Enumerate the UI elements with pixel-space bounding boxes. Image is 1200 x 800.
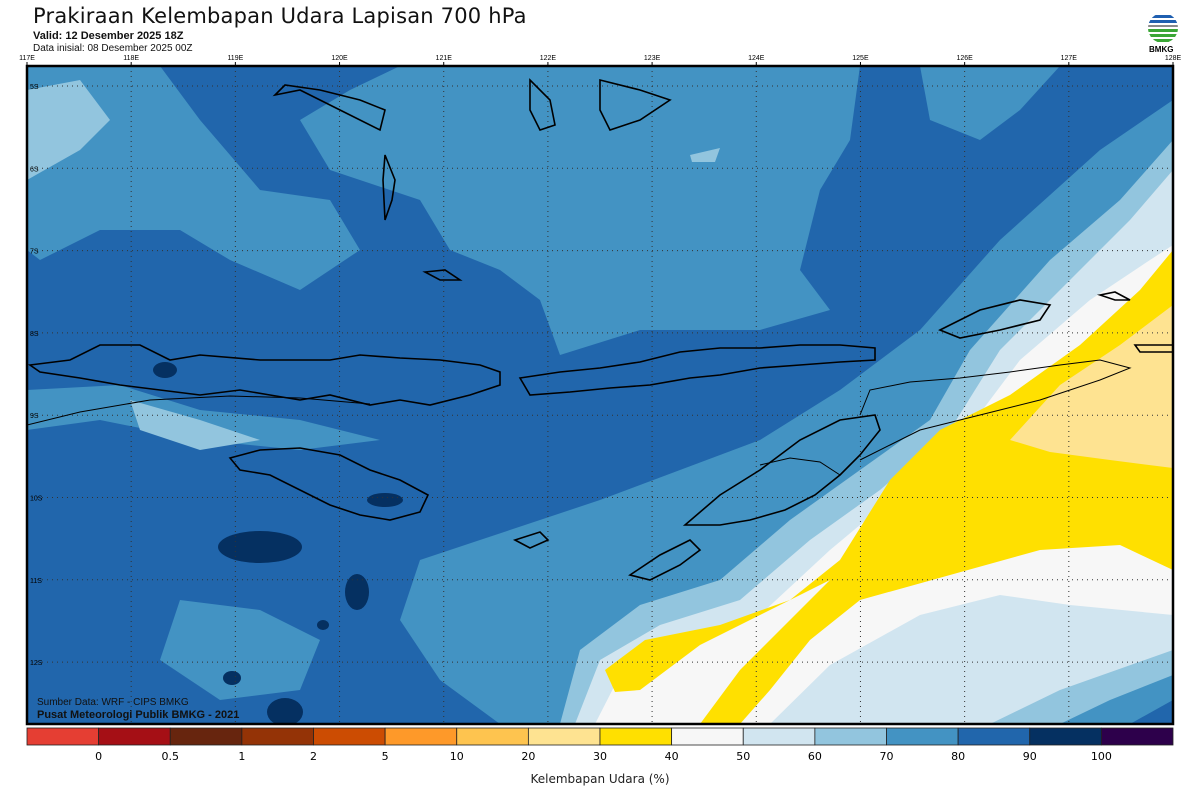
lon-label: 123E	[644, 55, 661, 62]
bmkg-logo-icon	[1148, 13, 1178, 42]
humidity-field	[27, 66, 1173, 724]
colorbar-swatch	[742, 727, 816, 746]
lon-label: 124E	[748, 55, 765, 62]
colorbar-label: 5	[382, 750, 389, 763]
valid-time: Valid: 12 Desember 2025 18Z	[33, 30, 184, 42]
colorbar-label: 30	[593, 750, 607, 763]
colorbar-swatch	[384, 727, 458, 746]
rh-70-80-lower-area	[1060, 675, 1173, 724]
lon-label: 117E	[19, 55, 35, 62]
colorbar-swatch	[98, 727, 171, 746]
map-title: Prakiraan Kelembapan Udara Lapisan 700 h…	[33, 4, 527, 28]
rh-30-40-area	[605, 250, 1173, 724]
colorbar-swatch	[527, 727, 601, 746]
lat-label: 10S	[30, 496, 43, 503]
latitude-labels: 5S 6S 7S 8S 9S 10S 11S 12S	[30, 84, 43, 667]
data-source-credit: Sumber Data: WRF - CIPS BMKG	[37, 697, 189, 708]
colorbar-swatch	[814, 727, 887, 746]
coastlines	[27, 78, 1173, 581]
colorbar-label: 1	[238, 750, 245, 763]
colorbar-label: 40	[665, 750, 679, 763]
colorbar-swatch	[671, 727, 744, 746]
rh-20-30-area	[1010, 305, 1173, 468]
logo-text: BMKG	[1149, 45, 1174, 54]
map-frame	[25, 64, 1175, 726]
colorbar-label: 2	[310, 750, 317, 763]
colorbar: 0 0.5 1 2 5 10 20 30 40 50 60 70 80 90 100	[26, 727, 1174, 763]
lon-label: 122E	[540, 55, 557, 62]
colorbar-swatch	[169, 727, 243, 746]
lat-label: 7S	[30, 249, 39, 256]
longitude-labels: 117E 118E 119E 120E 121E 122E 123E 124E 125E 126E…	[19, 55, 1181, 66]
colorbar-label: 0.5	[162, 750, 180, 763]
colorbar-title: Kelembapan Udara (%)	[530, 772, 670, 786]
lat-label: 11S	[30, 578, 42, 585]
lat-label: 8S	[30, 331, 39, 338]
colorbar-swatch	[241, 727, 314, 746]
colorbar-swatch	[456, 727, 529, 746]
lat-lon-grid	[27, 66, 1173, 724]
lon-label: 120E	[331, 55, 348, 62]
rh-80-90-lower-area	[1130, 700, 1173, 724]
lon-label: 126E	[956, 55, 973, 62]
colorbar-label: 60	[808, 750, 822, 763]
colorbar-label: 90	[1023, 750, 1037, 763]
colorbar-swatch	[957, 727, 1031, 746]
lon-label: 118E	[123, 55, 139, 62]
lat-label: 9S	[30, 413, 39, 420]
lon-label: 121E	[436, 55, 453, 62]
colorbar-label: 0	[95, 750, 102, 763]
colorbar-swatch	[886, 727, 959, 746]
colorbar-swatch	[313, 727, 386, 746]
center-credit: Pusat Meteorologi Publik BMKG - 2021	[37, 709, 240, 721]
rh-90-100-areas	[153, 362, 403, 724]
colorbar-swatch	[599, 727, 673, 746]
lon-label: 125E	[852, 55, 869, 62]
colorbar-swatch	[1100, 727, 1174, 746]
colorbar-swatch	[26, 727, 100, 746]
lat-label: 12S	[30, 660, 43, 667]
borders	[27, 359, 1132, 476]
colorbar-label: 100	[1091, 750, 1112, 763]
lon-label: 128E	[1165, 55, 1182, 62]
lon-label: 127E	[1061, 55, 1078, 62]
lon-label: 119E	[227, 55, 243, 62]
initial-data-time: Data inisial: 08 Desember 2025 00Z	[33, 43, 193, 54]
colorbar-swatch	[1029, 727, 1102, 746]
colorbar-label: 20	[521, 750, 535, 763]
colorbar-label: 50	[736, 750, 750, 763]
colorbar-label: 80	[951, 750, 965, 763]
lat-label: 6S	[30, 166, 39, 173]
lat-label: 5S	[30, 84, 39, 91]
colorbar-label: 70	[880, 750, 894, 763]
colorbar-label: 10	[450, 750, 464, 763]
